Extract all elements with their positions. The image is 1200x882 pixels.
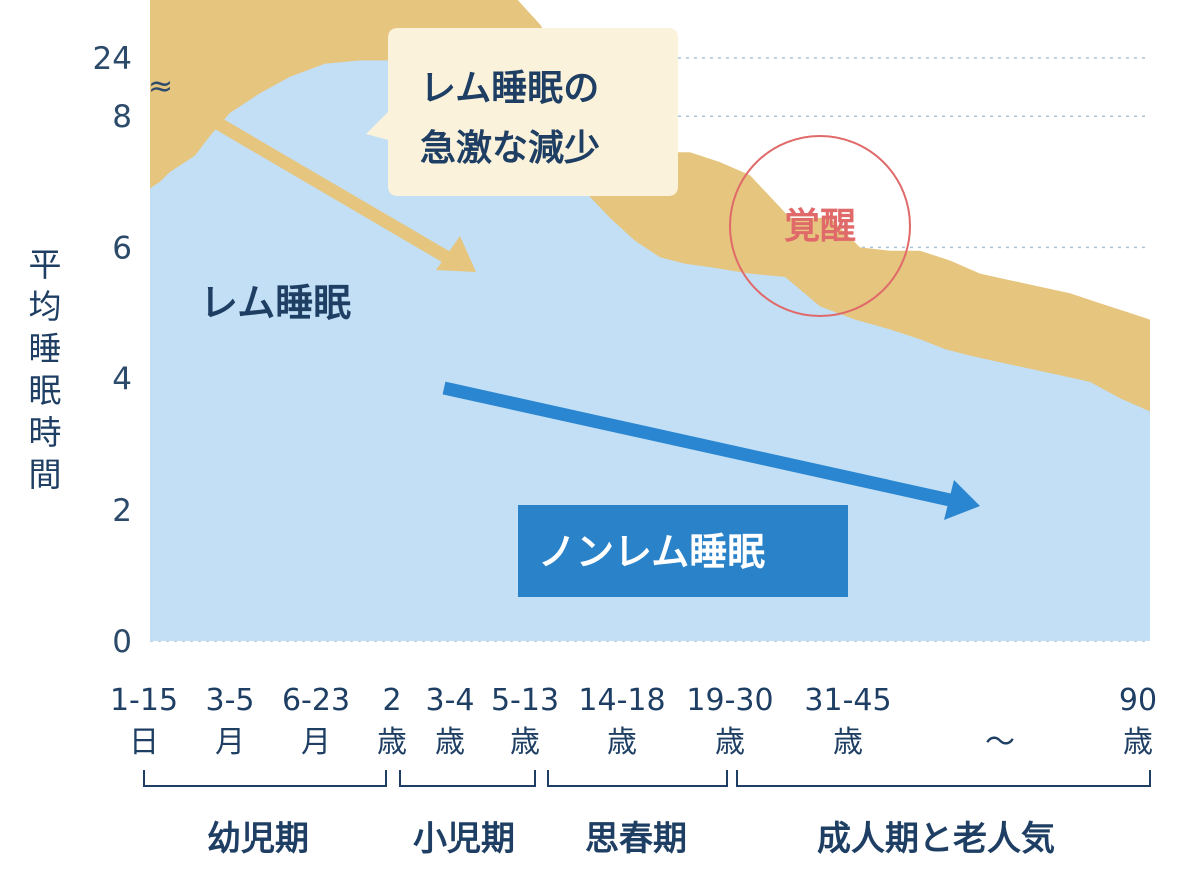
y-axis-label-char: 眠 — [29, 371, 62, 410]
nonrem-sleep-area — [150, 60, 1150, 641]
x-tick-label: 31-45 — [804, 683, 891, 718]
y-tick-label: 0 — [112, 624, 132, 660]
nonrem-sleep-label: ノンレム睡眠 — [538, 530, 765, 574]
y-axis-label-char: 時 — [29, 413, 62, 452]
x-tick-label-unit: 歳 — [607, 725, 637, 760]
y-tick-label: 2 — [112, 493, 132, 529]
callout-line-1: レム睡眠の — [420, 68, 599, 109]
y-axis-label-char: 平 — [29, 245, 62, 284]
period-bracket — [547, 770, 728, 787]
x-tick-label-unit: 歳 — [435, 725, 465, 760]
x-tick-label: 3-4 — [426, 683, 475, 718]
x-tick-labels: 1-15日3-5月6-23月2歳3-4歳5-13歳14-18歳19-30歳31-… — [110, 683, 1157, 760]
nonrem-trend-arrow — [442, 381, 980, 520]
period-label: 思春期 — [585, 819, 687, 859]
period-label: 小児期 — [413, 819, 515, 859]
y-tick-labels: 241614121086420 — [93, 0, 132, 660]
x-tick-label-unit: 日 — [129, 725, 159, 760]
period-bracket — [736, 770, 1151, 787]
period-bracket — [399, 770, 536, 787]
x-tick-label-unit: 月 — [301, 725, 331, 760]
y-axis-label-char: 睡 — [29, 329, 62, 368]
x-tick-label: 3-5 — [206, 683, 255, 718]
y-axis-label-char: 間 — [29, 455, 62, 494]
awake-marker: 覚醒 — [729, 135, 911, 317]
x-tick-label-unit: 〜 — [985, 725, 1015, 760]
period-brackets — [143, 770, 1151, 787]
y-tick-label: 10 — [93, 0, 132, 4]
x-tick-label: 14-18 — [578, 683, 665, 718]
x-tick-label: 6-23 — [282, 683, 350, 718]
nonrem-sleep-label-box: ノンレム睡眠 — [518, 505, 848, 597]
x-tick-label-unit: 月 — [215, 725, 245, 760]
x-tick-label-unit: 歳 — [715, 725, 745, 760]
y-axis-label-char: 均 — [29, 287, 62, 326]
callout-bubble: レム睡眠の 急激な減少 — [366, 28, 678, 196]
x-tick-label-unit: 歳 — [833, 725, 863, 760]
callout-line-2: 急激な減少 — [420, 128, 600, 169]
x-tick-label-unit: 歳 — [1123, 725, 1153, 760]
y-tick-label: 8 — [112, 99, 132, 135]
y-tick-label: 24 — [93, 41, 132, 77]
x-tick-label: 90 — [1119, 683, 1157, 718]
y-tick-label: 6 — [112, 230, 132, 266]
period-label: 成人期と老人気 — [817, 819, 1055, 859]
rem-sleep-label: レム睡眠 — [200, 281, 351, 325]
y-tick-label: 4 — [112, 362, 132, 398]
rem-decline-arrow — [174, 94, 476, 272]
x-tick-label: 19-30 — [686, 683, 773, 718]
period-label: 幼児期 — [207, 819, 309, 859]
x-tick-label: 5-13 — [491, 683, 559, 718]
x-tick-label: 1-15 — [110, 683, 178, 718]
x-tick-label: 2 — [382, 683, 401, 718]
period-labels: 幼児期 小児期 思春期 成人期と老人気 — [207, 819, 1055, 859]
y-axis-break-symbol: ≈ — [148, 69, 173, 104]
x-tick-label-unit: 歳 — [377, 725, 407, 760]
period-bracket — [143, 770, 387, 787]
awake-label: 覚醒 — [784, 206, 856, 247]
x-tick-label-unit: 歳 — [510, 725, 540, 760]
